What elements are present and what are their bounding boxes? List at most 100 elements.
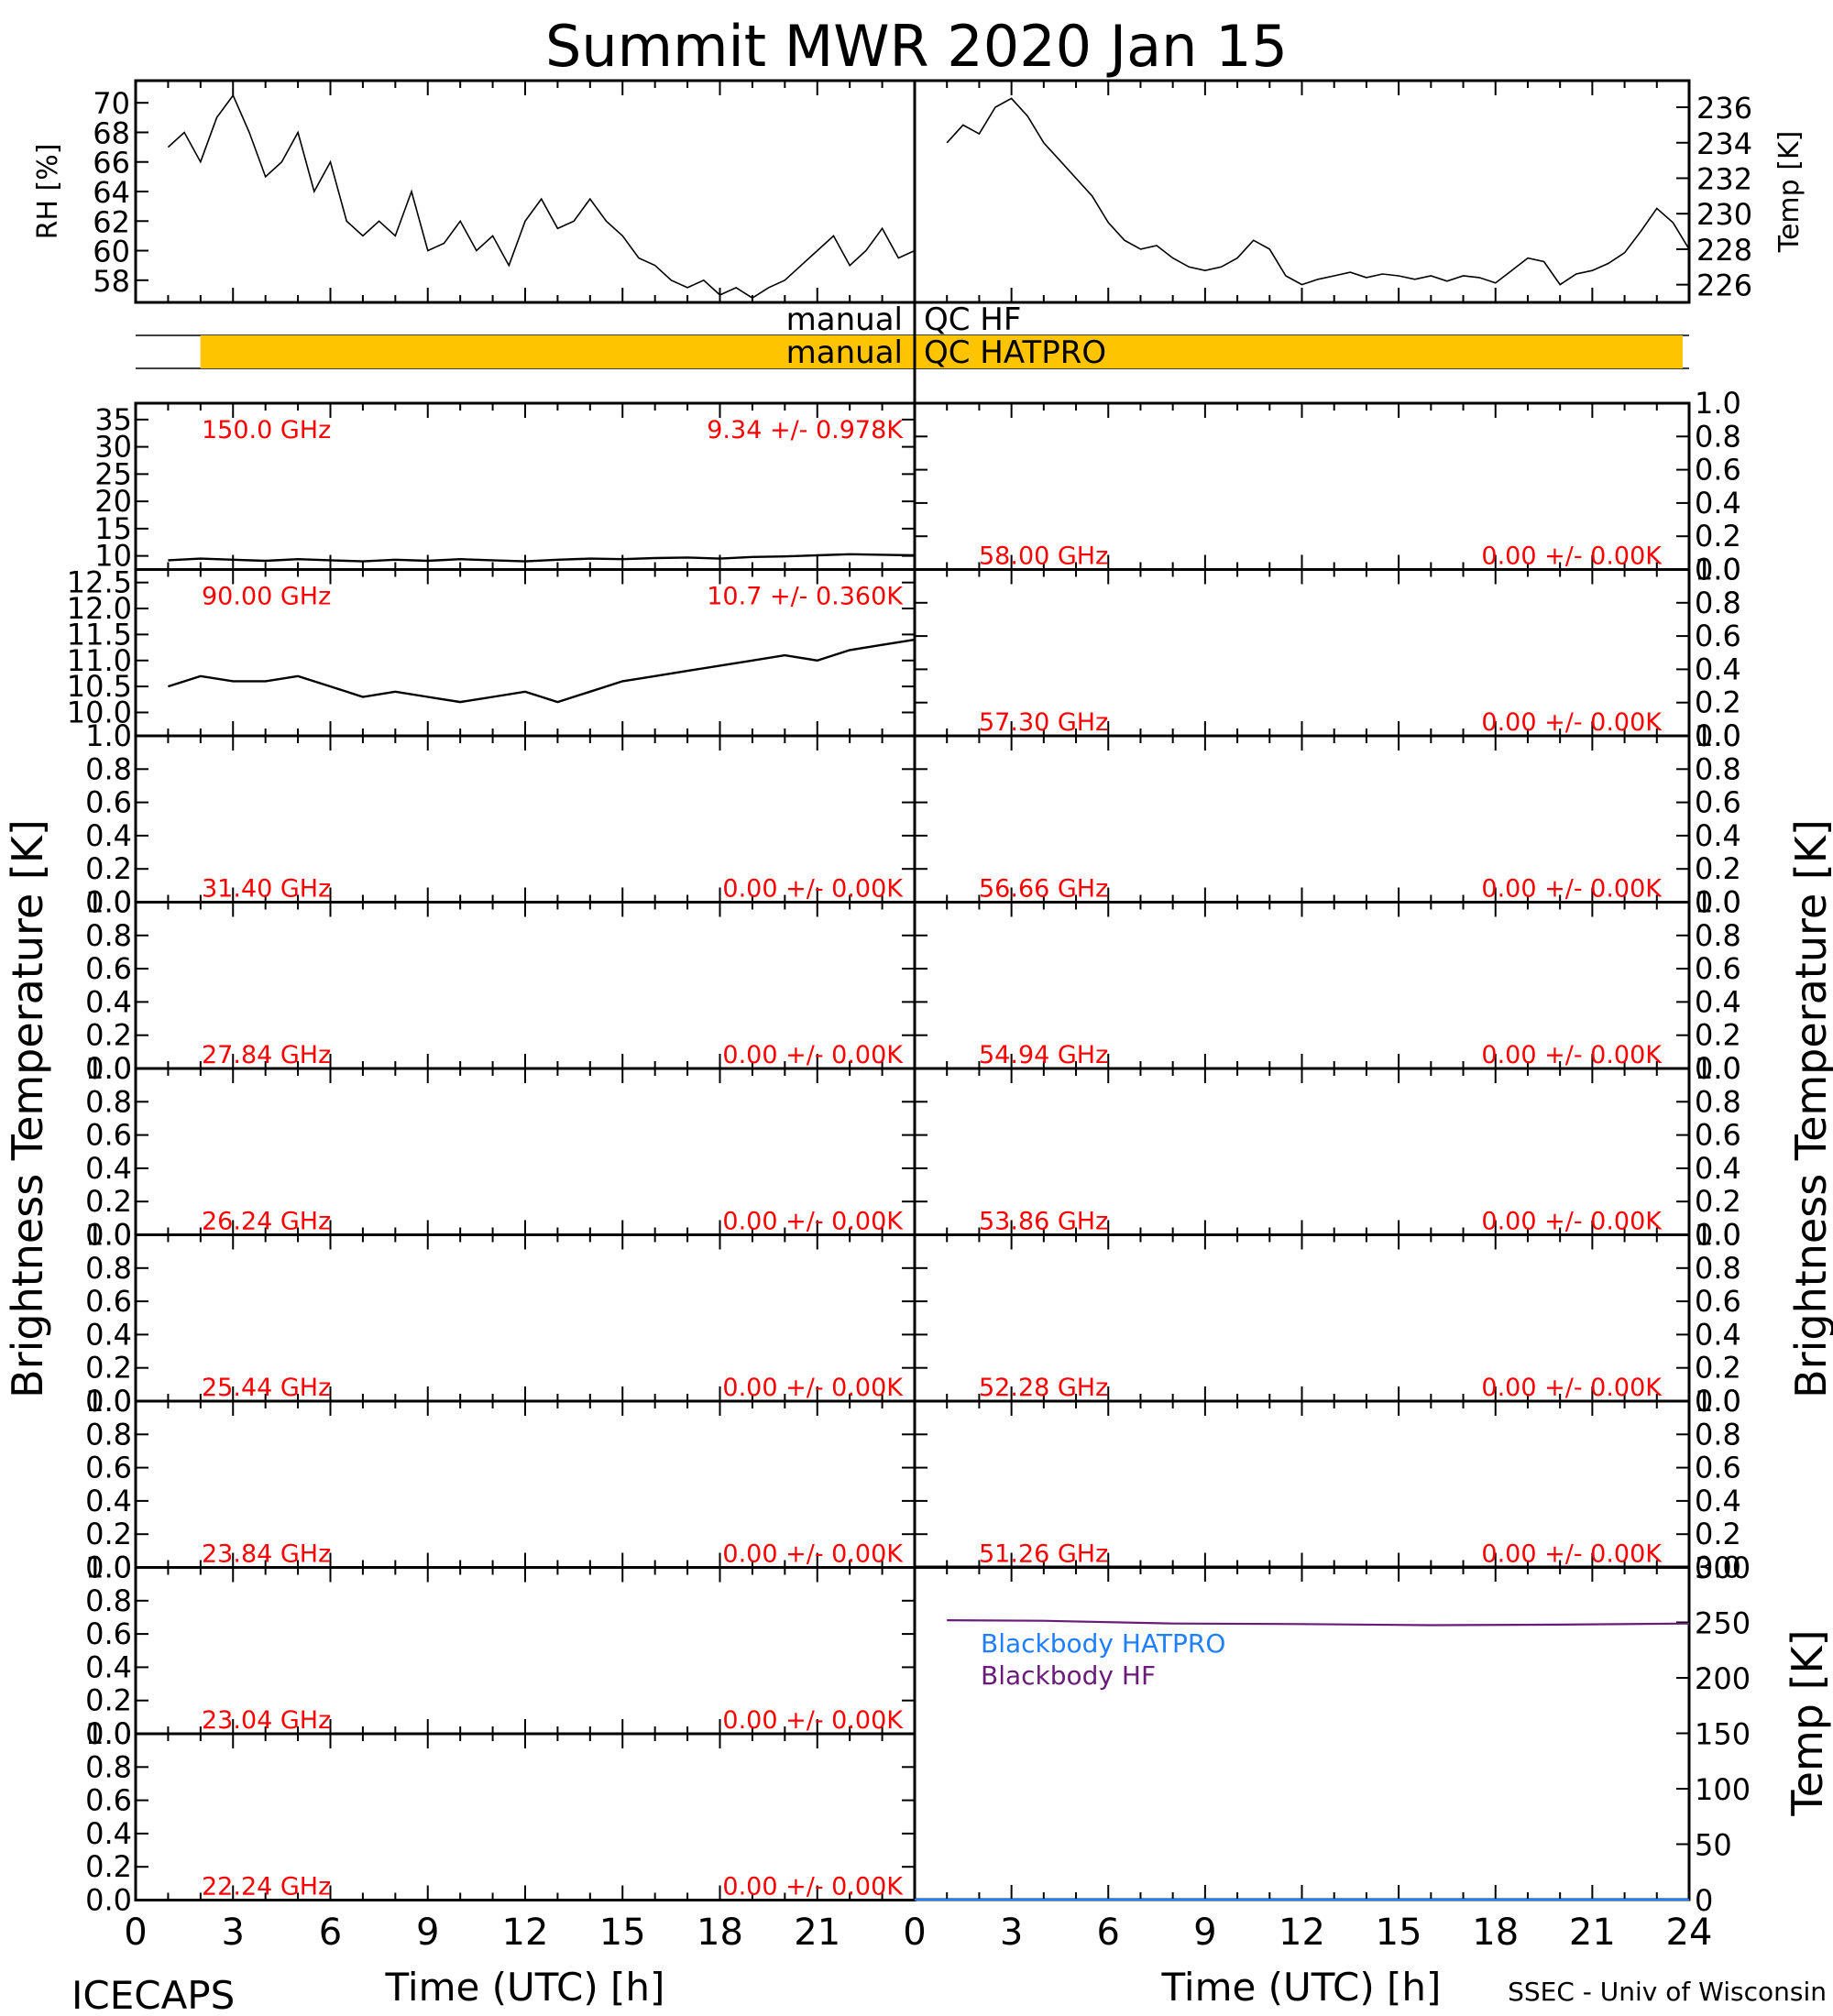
y-tick-label: 0.4: [85, 1816, 132, 1851]
y-tick-label: 0.2: [1695, 1184, 1741, 1219]
y-tick-label: 25: [94, 456, 132, 491]
y-tick-label: 1.0: [85, 1384, 132, 1419]
y-tick-label: 0.6: [1695, 453, 1741, 488]
y-tick-label: 1.0: [85, 718, 132, 753]
temp-tick-label: 236: [1696, 91, 1752, 126]
right-tb-panel: 0.00.20.40.60.81.053.86 GHz 0.00 +/- 0.00…: [913, 1051, 1741, 1253]
footer-right-label: SSEC - Univ of Wisconsin: [1508, 1977, 1827, 2007]
rh-tick-label: 70: [93, 86, 130, 121]
y-tick-label: 0.0: [1695, 718, 1741, 753]
y-tick-label: 0.4: [85, 984, 132, 1019]
rh-tick-label: 58: [93, 264, 130, 299]
y-tick-label: 1.0: [1695, 1384, 1741, 1419]
y-tick-label: 0.2: [85, 1849, 132, 1884]
channel-stat-label: 0.00 +/- 0.00K: [722, 1208, 904, 1236]
legend-blackbody-hatpro: Blackbody HATPRO: [981, 1628, 1225, 1659]
x-tick-label: 9: [416, 1912, 439, 1954]
channel-frequency-label: 22.24 GHz: [202, 1873, 331, 1901]
temp-tick-label: 234: [1696, 126, 1752, 161]
y-tick-label: 0.6: [1695, 951, 1741, 986]
y-tick-label: 0.4: [85, 1151, 132, 1186]
left-tb-panel: 0.00.20.40.60.81.023.84 GHz 0.00 +/- 0.00…: [85, 1384, 916, 1585]
rh-tick-label: 66: [93, 146, 130, 181]
channel-frequency-label: 31.40 GHz: [202, 875, 331, 904]
y-tick-label: 0.4: [85, 1317, 132, 1352]
y-tick-label: 0.4: [1695, 652, 1741, 686]
y-tick-label: 10.5: [67, 669, 132, 704]
y-tick-label: 0.0: [85, 1883, 132, 1918]
blackbody-panel: 0 50 100 150 200 250 300 Temp [K] Blackbody HATP…: [913, 1550, 1832, 1918]
channel-stat-label: 0.00 +/- 0.00K: [1481, 875, 1663, 904]
channel-stat-label: 0.00 +/- 0.00K: [722, 1706, 904, 1735]
y-tick-label: 11.0: [67, 643, 132, 678]
qc-flag-bar: [200, 335, 1683, 368]
y-tick-label: 0.8: [85, 1084, 132, 1119]
temp-axis-label: Temp [K]: [1773, 131, 1806, 254]
y-tick-label: 0.2: [85, 1683, 132, 1718]
y-tick-label: 0.2: [1695, 519, 1741, 553]
blackbody-series-line: [947, 1618, 1690, 1627]
channel-frequency-label: 23.84 GHz: [202, 1540, 331, 1569]
channel-frequency-label: 26.24 GHz: [202, 1208, 331, 1236]
y-tick-label: 0.2: [85, 1517, 132, 1551]
right-tb-panel: 0.00.20.40.60.81.052.28 GHz 0.00 +/- 0.00…: [913, 1218, 1741, 1419]
channel-stat-label: 0.00 +/- 0.00K: [722, 1374, 904, 1402]
y-tick-label: 1.0: [85, 1550, 132, 1585]
right-tb-panel: 0.00.20.40.60.81.054.94 GHz 0.00 +/- 0.00…: [913, 885, 1741, 1086]
channel-stat-label: 0.00 +/- 0.00K: [1481, 1041, 1663, 1069]
y-tick-label: 0.0: [85, 1550, 132, 1585]
y-tick-label: 0.4: [1695, 486, 1741, 520]
y-tick-label: 0.2: [85, 1184, 132, 1219]
channel-frequency-label: 51.26 GHz: [979, 1540, 1108, 1569]
qc-row-label-right: QC HATPRO: [924, 334, 1106, 371]
channel-stat-label: 10.7 +/- 0.360K: [707, 583, 904, 611]
x-tick-label: 21: [1569, 1912, 1616, 1954]
channel-frequency-label: 56.66 GHz: [979, 875, 1108, 904]
channel-frequency-label: 90.00 GHz: [202, 583, 331, 611]
x-tick-label: 15: [1376, 1912, 1422, 1954]
y-tick-label: 0.6: [1695, 1451, 1741, 1485]
channel-frequency-label: 52.28 GHz: [979, 1374, 1108, 1402]
met-frame: [134, 79, 1691, 304]
y-tick-label: 0.0: [85, 1384, 132, 1419]
channel-stat-label: 0.00 +/- 0.00K: [1481, 1374, 1663, 1402]
channel-frequency-label: 23.04 GHz: [202, 1706, 331, 1735]
rh-tick-label: 64: [93, 175, 130, 210]
rh-tick-label: 68: [93, 115, 130, 150]
rh-axis-label: RH [%]: [32, 144, 64, 240]
qc-row-label-right: QC HF: [924, 301, 1021, 338]
y-tick-label: 0.6: [85, 1451, 132, 1485]
y-tick-label: 0.2: [1695, 851, 1741, 886]
y-tick-label: 0.4: [1695, 818, 1741, 853]
y-tick-label: 1.0: [1695, 386, 1741, 421]
y-tick-label: 1.0: [85, 1716, 132, 1751]
channel-frequency-label: 57.30 GHz: [979, 708, 1108, 737]
channel-frequency-label: 25.44 GHz: [202, 1374, 331, 1402]
y-tick-label: 0.0: [85, 1716, 132, 1751]
y-tick-label: 0.0: [1695, 1218, 1741, 1253]
x-tick-label: 3: [222, 1912, 245, 1954]
y-tick-label: 0: [1695, 1883, 1713, 1918]
y-tick-label: 12.0: [67, 591, 132, 626]
y-tick-label: 0.6: [85, 1616, 132, 1651]
y-tick-label: 35: [94, 402, 132, 437]
y-tick-label: 11.5: [67, 617, 132, 652]
y-tick-label: 0.6: [85, 1783, 132, 1818]
y-tick-label: 0.8: [85, 1251, 132, 1286]
x-tick-label: 18: [697, 1912, 743, 1954]
y-tick-label: 1.0: [1695, 1218, 1741, 1253]
y-tick-label: 0.0: [1695, 553, 1741, 587]
rh-tick-label: 62: [93, 204, 130, 239]
y-tick-label: 200: [1695, 1661, 1751, 1696]
y-tick-label: 0.2: [1695, 1018, 1741, 1053]
x-tick-label: 24: [1666, 1912, 1713, 1954]
y-axis-label-left: Brightness Temperature [K]: [3, 819, 52, 1398]
y-tick-label: 300: [1695, 1550, 1751, 1585]
y-tick-label: 10: [94, 539, 132, 574]
legend-blackbody-hf: Blackbody HF: [981, 1660, 1156, 1691]
y-tick-label: 0.0: [1695, 1384, 1741, 1419]
channel-frequency-label: 54.94 GHz: [979, 1041, 1108, 1069]
y-tick-label: 250: [1695, 1606, 1751, 1641]
